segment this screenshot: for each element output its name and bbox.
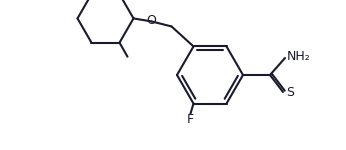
Text: S: S [286, 87, 294, 99]
Text: NH₂: NH₂ [287, 51, 311, 63]
Text: O: O [147, 14, 156, 27]
Text: F: F [187, 113, 194, 126]
